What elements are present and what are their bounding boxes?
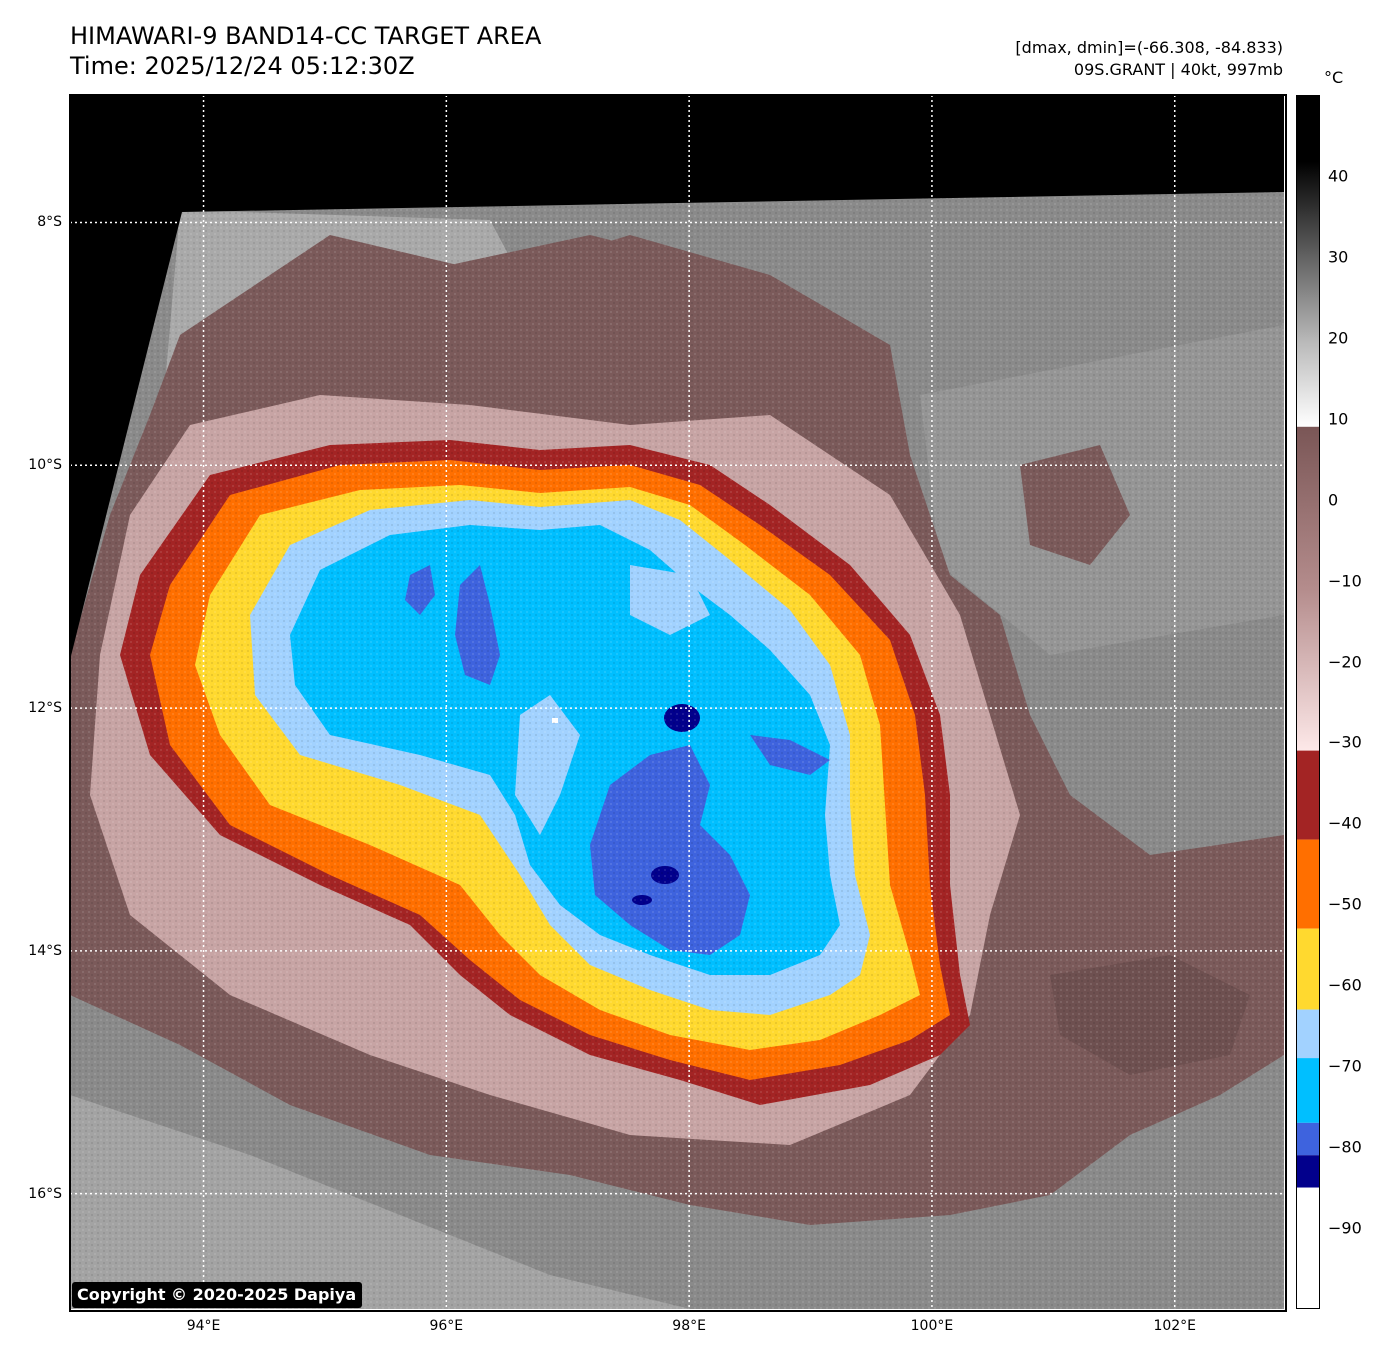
colorbar-band (1296, 839, 1320, 929)
satellite-map[interactable] (70, 95, 1284, 1309)
lat-label: 16°S (28, 1185, 62, 1202)
colorbar-tick-label: −50 (1328, 894, 1362, 914)
colorbar (1296, 95, 1320, 1309)
colorbar-band (1296, 1009, 1320, 1059)
colorbar-unit: °C (1324, 68, 1344, 87)
copyright-badge: Copyright © 2020-2025 Dapiya (72, 1282, 363, 1308)
colorbar-band (1296, 1058, 1320, 1123)
colorbar-tick-label: −30 (1328, 732, 1362, 752)
lon-label: 96°E (429, 1318, 464, 1334)
title-line-1: HIMAWARI-9 BAND14-CC TARGET AREA (70, 22, 542, 50)
colorbar-tick-label: −10 (1328, 571, 1362, 591)
colorbar-tick-label: −40 (1328, 813, 1362, 833)
colorbar-tick-label: 10 (1328, 409, 1349, 429)
colorbar-tick-label: 20 (1328, 328, 1349, 348)
colorbar-tick-label: 40 (1328, 166, 1349, 186)
colorbar-tick-label: −90 (1328, 1218, 1362, 1238)
colorbar-border (1296, 95, 1320, 1309)
dmax-dmin-info: [dmax, dmin]=(-66.308, -84.833) (1015, 38, 1283, 57)
no-data-region (70, 95, 1284, 660)
lon-label: 98°E (672, 1318, 706, 1334)
colorbar-band (1296, 750, 1320, 840)
satellite-image (70, 95, 1284, 1309)
storm-info: 09S.GRANT | 40kt, 997mb (1073, 60, 1283, 79)
colorbar-tick-label: 0 (1328, 490, 1339, 510)
colorbar-band (1296, 928, 1320, 1010)
colorbar-band (1296, 1187, 1320, 1309)
colorbar-brown-gradient (1296, 426, 1320, 751)
lon-label: 102°E (1153, 1318, 1197, 1334)
texture-overlay (70, 95, 1284, 1309)
lat-label: 14°S (28, 942, 62, 959)
title-line-2: Time: 2025/12/24 05:12:30Z (70, 52, 415, 80)
lon-label: 100°E (910, 1318, 954, 1334)
colorbar-band (1296, 1155, 1320, 1188)
colorbar-tick-label: −20 (1328, 652, 1362, 672)
lat-label: 10°S (28, 457, 62, 474)
colorbar-tick-label: −70 (1328, 1056, 1362, 1076)
colorbar-tick-label: 30 (1328, 247, 1349, 267)
colorbar-tick-label: −60 (1328, 975, 1362, 995)
colorbar-gray-gradient (1296, 95, 1320, 427)
lon-label: 94°E (186, 1318, 221, 1334)
lat-label: 8°S (37, 214, 62, 231)
lat-label: 12°S (28, 700, 62, 717)
colorbar-band (1296, 1122, 1320, 1156)
graticule (70, 95, 1284, 1309)
colorbar-tick-label: −80 (1328, 1137, 1362, 1157)
